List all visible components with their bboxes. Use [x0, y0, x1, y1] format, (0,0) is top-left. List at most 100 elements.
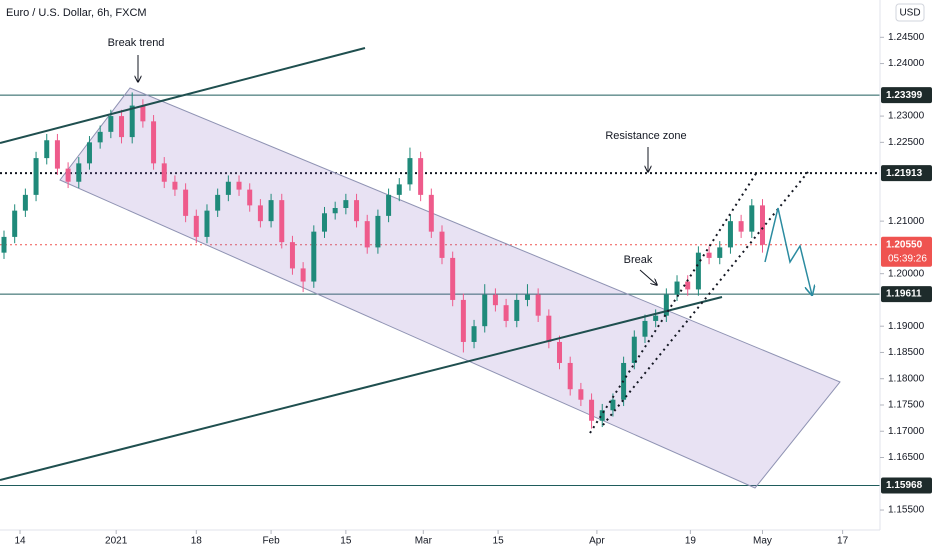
candle-body	[503, 305, 509, 321]
x-tick-label: 15	[340, 536, 352, 547]
candle-body	[396, 184, 402, 195]
price-label-box	[881, 165, 932, 182]
annotation: Break	[624, 254, 653, 266]
candle-body	[97, 131, 103, 143]
x-tick-label: 2021	[105, 536, 128, 547]
candle-body	[225, 181, 231, 195]
candle-body	[482, 294, 488, 327]
chart-title: Euro / U.S. Dollar, 6h, FXCM	[6, 7, 147, 19]
candle-body	[674, 281, 680, 295]
candle-body	[578, 389, 584, 400]
y-tick-label: 1.17000	[888, 426, 925, 437]
candle-body	[268, 200, 274, 222]
candle-body	[663, 294, 669, 316]
y-tick-label: 1.20000	[888, 268, 925, 279]
candle-body	[364, 221, 370, 248]
candle-body	[492, 294, 498, 306]
candle-body	[450, 257, 456, 300]
candle-body	[749, 205, 755, 232]
candle-body	[289, 242, 295, 269]
candle-body	[300, 268, 306, 282]
countdown: 05:39:26	[888, 253, 927, 264]
candle-body	[247, 189, 253, 206]
x-tick-label: May	[753, 536, 772, 547]
candle-body	[44, 140, 50, 159]
price-label-box	[881, 477, 932, 494]
candle-body	[524, 294, 530, 300]
x-tick-label: Feb	[262, 536, 280, 547]
candle-body	[151, 121, 157, 164]
currency[interactable]: USD	[899, 8, 920, 19]
candle-body	[418, 158, 424, 195]
candle-body	[1, 236, 7, 253]
annotation: Break trend	[108, 37, 165, 49]
currency-button[interactable]	[895, 3, 925, 22]
candle-body	[695, 252, 701, 290]
arrow	[639, 269, 657, 285]
x-tick-label: Mar	[415, 536, 433, 547]
candle-body	[279, 200, 285, 243]
price-label: 1.23399	[886, 90, 923, 101]
candle-body	[653, 315, 659, 321]
candle-body	[119, 116, 125, 138]
y-tick-label: 1.16500	[888, 452, 925, 463]
candle-body	[172, 181, 178, 190]
price-label: 1.19611	[886, 289, 922, 300]
candle-body	[407, 158, 413, 185]
candle-body	[610, 399, 616, 411]
candle-body	[727, 221, 733, 248]
candle-body	[354, 200, 360, 222]
candle-body	[428, 194, 434, 232]
candle-body	[706, 252, 712, 258]
x-tick-label: Apr	[589, 536, 605, 547]
candle-body	[140, 105, 146, 122]
y-tick-label: 1.18000	[888, 373, 925, 384]
y-tick-label: 1.24000	[888, 58, 925, 69]
y-tick-label: 1.21000	[888, 216, 925, 227]
candle-body	[631, 336, 637, 363]
x-tick-label: 15	[493, 536, 505, 547]
candle-body	[386, 194, 392, 216]
upper-trendline	[0, 47, 366, 144]
y-tick-label: 1.23000	[888, 111, 925, 122]
candle-body	[311, 231, 317, 282]
y-tick-label: 1.19000	[888, 321, 925, 332]
candle-body	[685, 281, 691, 290]
lower-trendline	[0, 296, 723, 481]
candle-body	[759, 205, 765, 245]
candle-body	[439, 231, 445, 258]
rising-channel-lower	[589, 171, 758, 434]
candle-body	[343, 200, 349, 209]
candle-body	[599, 410, 605, 421]
candle-body	[108, 116, 114, 132]
candle-body	[717, 247, 723, 258]
candle-body	[12, 210, 18, 237]
rising-channel-upper	[602, 171, 809, 426]
candle-body	[129, 105, 135, 138]
candle-body	[86, 142, 92, 164]
annotation: Resistance zone	[605, 130, 686, 142]
candle-body	[257, 205, 263, 222]
candle-body	[54, 140, 60, 169]
candle-body	[514, 299, 520, 321]
price-label-box	[881, 286, 932, 303]
x-tick-label: 14	[14, 536, 26, 547]
candle-body	[215, 194, 221, 211]
candle-body	[546, 315, 552, 342]
y-tick-label: 1.17500	[888, 400, 925, 411]
price-label-box	[881, 236, 932, 267]
candle-body	[193, 215, 199, 237]
axis-labels: 1.15500 1.16500 1.17000 1.17500 1.18000 1.185…	[14, 32, 932, 547]
candle-body	[161, 163, 167, 182]
y-tick-label: 1.15500	[888, 505, 925, 516]
price-label: 1.15968	[886, 480, 923, 491]
candle-body	[33, 158, 39, 195]
candle-body	[22, 194, 28, 211]
x-tick-label: 18	[191, 536, 203, 547]
candle-body	[460, 299, 466, 342]
x-tick-label: 17	[837, 536, 849, 547]
price-label-box	[881, 87, 932, 104]
price-label: 1.21913	[886, 168, 923, 179]
